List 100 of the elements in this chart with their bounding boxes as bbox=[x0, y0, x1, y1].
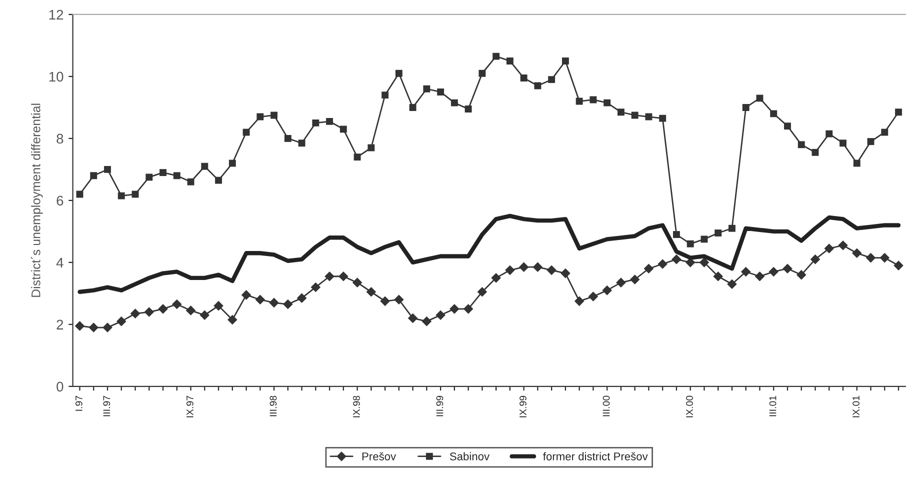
point bbox=[700, 236, 708, 243]
point bbox=[74, 321, 85, 331]
point bbox=[200, 310, 210, 320]
point bbox=[173, 172, 180, 180]
point bbox=[172, 299, 182, 310]
point bbox=[590, 96, 597, 104]
point bbox=[104, 166, 111, 173]
point bbox=[256, 113, 264, 120]
x-tick-label: III.00 bbox=[602, 396, 610, 416]
point bbox=[838, 240, 848, 250]
y-tick-label: 0 bbox=[56, 382, 64, 392]
legend-label: Sabinov bbox=[450, 452, 490, 460]
point bbox=[269, 298, 279, 308]
x-tick-label: IX.00 bbox=[686, 396, 693, 418]
point bbox=[506, 58, 514, 64]
point bbox=[686, 240, 694, 248]
point bbox=[768, 266, 779, 277]
point bbox=[532, 262, 543, 272]
point bbox=[298, 140, 306, 147]
point bbox=[408, 313, 418, 324]
point bbox=[894, 260, 904, 270]
point bbox=[144, 307, 154, 317]
point bbox=[840, 140, 846, 147]
y-tick-label: 8 bbox=[56, 134, 64, 144]
point bbox=[534, 82, 542, 90]
point bbox=[645, 113, 652, 120]
point bbox=[520, 74, 528, 82]
point bbox=[631, 112, 638, 119]
point bbox=[450, 99, 458, 106]
point bbox=[158, 304, 168, 314]
point bbox=[616, 278, 626, 288]
point bbox=[798, 141, 805, 148]
point bbox=[464, 106, 472, 112]
point bbox=[727, 279, 737, 290]
point bbox=[310, 282, 321, 292]
point bbox=[187, 178, 194, 186]
point bbox=[588, 292, 598, 302]
point bbox=[491, 273, 501, 283]
point bbox=[866, 252, 876, 263]
point bbox=[146, 174, 153, 181]
x-tick-label: III.01 bbox=[769, 396, 776, 416]
point bbox=[630, 274, 640, 284]
x-tick-label: I.97 bbox=[75, 396, 82, 411]
point bbox=[728, 224, 736, 232]
point bbox=[130, 308, 140, 318]
point bbox=[409, 104, 416, 111]
point bbox=[352, 278, 362, 288]
point bbox=[518, 262, 529, 272]
point bbox=[895, 108, 902, 116]
point bbox=[436, 310, 446, 320]
point bbox=[214, 300, 224, 311]
point bbox=[422, 316, 432, 326]
x-tick-label: IX.98 bbox=[353, 396, 360, 418]
point bbox=[713, 271, 724, 282]
point bbox=[354, 154, 361, 161]
point bbox=[326, 118, 334, 125]
y-axis-title: District´s unemployment differential bbox=[30, 104, 43, 297]
point bbox=[881, 128, 888, 136]
point bbox=[576, 98, 583, 105]
point bbox=[380, 296, 390, 306]
y-tick-label: 2 bbox=[56, 320, 64, 330]
point bbox=[394, 294, 404, 305]
point bbox=[644, 264, 654, 274]
point bbox=[796, 270, 806, 280]
point bbox=[186, 306, 196, 316]
point bbox=[714, 230, 722, 236]
x-tick-label: III.98 bbox=[270, 396, 277, 416]
point bbox=[562, 58, 569, 64]
legend-label: Prešov bbox=[362, 452, 396, 460]
point bbox=[284, 134, 292, 142]
point bbox=[672, 254, 682, 264]
point bbox=[437, 88, 444, 96]
point bbox=[118, 192, 125, 200]
point bbox=[548, 76, 556, 84]
legend-label: former district Prešov bbox=[543, 452, 648, 460]
point bbox=[826, 130, 833, 138]
point bbox=[617, 108, 624, 116]
point bbox=[546, 265, 556, 276]
line-series bbox=[78, 214, 901, 294]
point bbox=[228, 160, 236, 167]
point bbox=[477, 286, 488, 297]
point bbox=[659, 114, 666, 122]
point bbox=[227, 314, 238, 325]
point bbox=[699, 258, 710, 268]
point bbox=[366, 286, 376, 297]
point bbox=[756, 94, 764, 102]
point bbox=[812, 148, 819, 156]
x-tick-label: IX.97 bbox=[186, 396, 194, 418]
y-tick-label: 4 bbox=[56, 258, 64, 268]
point bbox=[312, 119, 320, 126]
point bbox=[784, 122, 791, 130]
point bbox=[324, 271, 334, 282]
point bbox=[102, 322, 112, 332]
point bbox=[658, 259, 668, 269]
point bbox=[782, 264, 792, 274]
y-tick-label: 10 bbox=[49, 72, 64, 82]
y-tick-label: 12 bbox=[49, 10, 64, 20]
point bbox=[255, 294, 266, 305]
point bbox=[852, 248, 862, 258]
point bbox=[90, 172, 98, 180]
